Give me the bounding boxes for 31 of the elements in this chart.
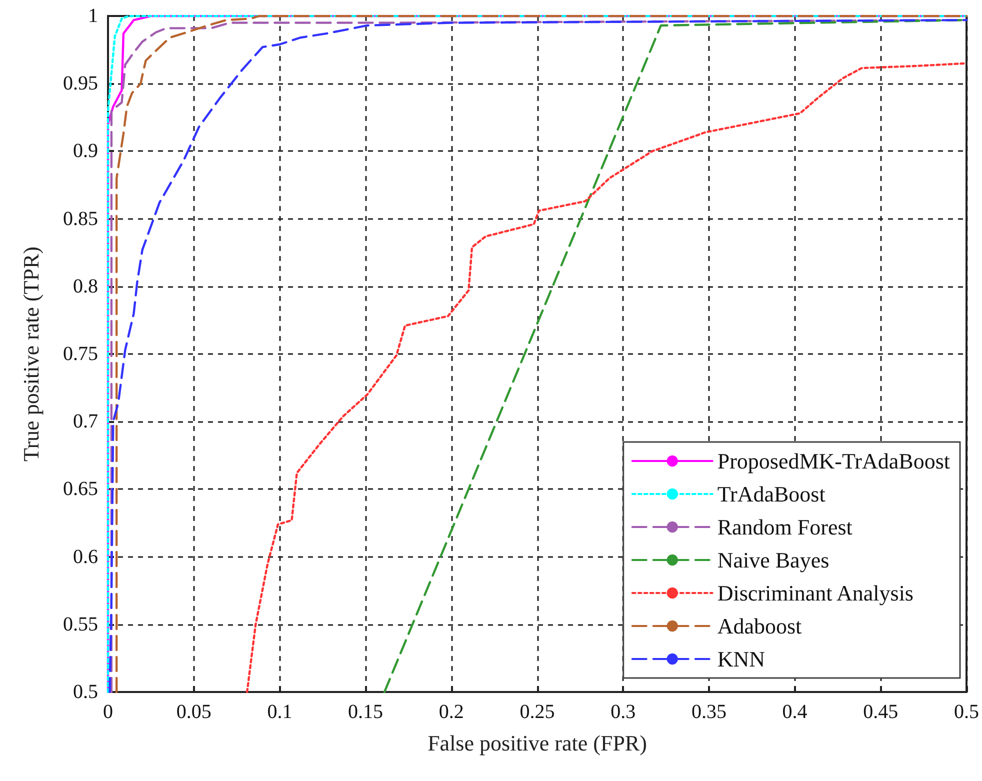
y-tick-label: 0.5 <box>73 681 98 703</box>
y-tick-label: 0.7 <box>73 410 98 433</box>
x-tick-label: 0.15 <box>348 701 384 723</box>
y-tick-label: 0.65 <box>63 478 98 500</box>
y-tick-label: 0.55 <box>63 613 98 636</box>
x-tick-label: 0 <box>103 701 113 723</box>
x-axis-title: False positive rate (FPR) <box>428 730 647 756</box>
y-tick-label: 0.6 <box>73 546 98 568</box>
x-tick-label: 0.3 <box>610 701 636 723</box>
x-tick-label: 0.1 <box>267 701 292 723</box>
x-tick-label: 0.05 <box>176 701 212 723</box>
x-tick-label: 0.25 <box>520 701 555 723</box>
legend-label: Discriminant Analysis <box>717 580 914 606</box>
y-tick-label: 0.85 <box>63 208 98 230</box>
y-tick-label: 0.75 <box>63 343 98 365</box>
x-tick-label: 0.45 <box>863 701 898 723</box>
y-tick-label: 0.9 <box>73 140 98 162</box>
x-tick-label: 0.5 <box>954 701 979 723</box>
legend-label: ProposedMK-TrAdaBoost <box>717 448 950 474</box>
x-tick-label: 0.2 <box>438 701 464 723</box>
legend-label: KNN <box>717 646 766 672</box>
y-tick-label: 0.95 <box>63 72 98 95</box>
y-tick-label: 0.8 <box>73 275 98 298</box>
legend-label: TrAdaBoost <box>717 482 826 506</box>
y-tick-label: 1 <box>88 5 98 27</box>
legend-label: Naive Bayes <box>717 548 830 572</box>
x-tick-label: 0.4 <box>782 701 808 723</box>
y-axis-title: True positive rate (TPR) <box>18 246 44 462</box>
x-tick-label: 0.35 <box>691 701 726 723</box>
legend-label: Random Forest <box>717 514 852 540</box>
legend-label: Adaboost <box>717 614 802 638</box>
